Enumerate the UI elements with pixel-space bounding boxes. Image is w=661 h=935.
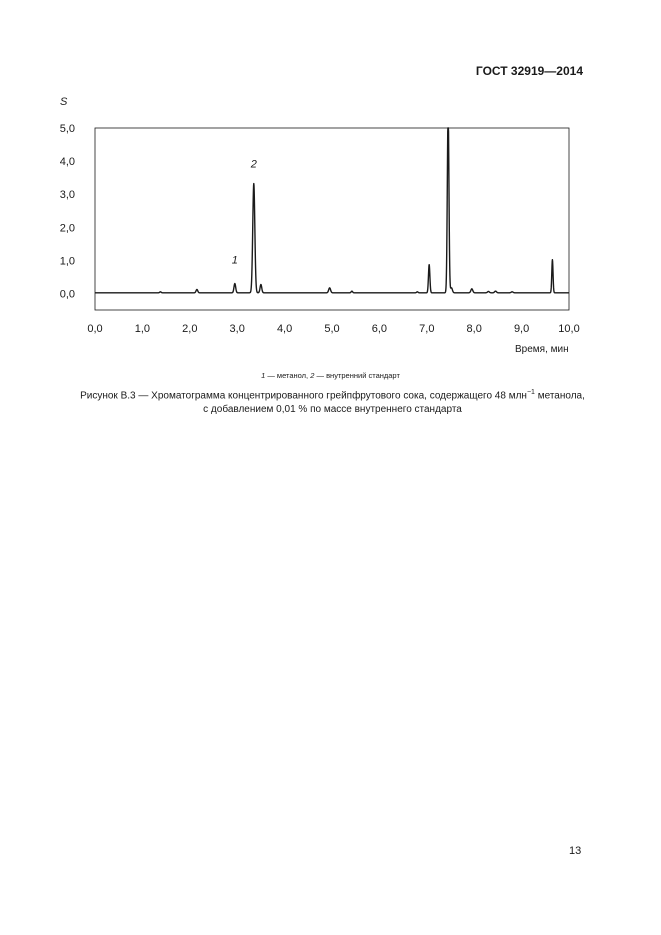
y-tick-label: 3,0 [60,189,75,201]
peak-annotation-1: 1 [232,255,238,267]
caption-line2: с добавлением 0,01 % по массе внутреннег… [203,404,462,416]
document-standard-header: ГОСТ 32919—2014 [475,64,583,78]
peak-annotation-2: 2 [250,159,257,171]
legend-text-1: — метанол, [265,371,311,380]
legend-number-1: 1 [261,371,266,380]
caption-line1-prefix: Рисунок В.3 — Хроматограмма концентриров… [80,390,527,402]
x-axis-label: Время, мин [515,344,569,355]
y-axis-label: S [60,96,68,108]
x-tick-label: 1,0 [135,323,150,335]
x-tick-label: 3,0 [230,323,245,335]
y-tick-label: 1,0 [60,255,75,267]
x-tick-label: 9,0 [514,323,529,335]
x-tick-label: 10,0 [558,323,579,335]
legend-text-2: — внутренний стандарт [314,371,400,380]
caption-superscript: −1 [526,389,535,396]
caption-line1-suffix: метанола, [534,390,585,402]
y-tick-label: 2,0 [60,222,75,234]
x-tick-label: 5,0 [324,323,339,335]
x-tick-label: 0,0 [87,323,102,335]
x-tick-label: 7,0 [419,323,434,335]
page-number: 13 [569,845,582,857]
legend-number-2: 2 [310,371,315,380]
chromatogram-trace [94,127,570,294]
y-tick-label: 5,0 [60,123,75,135]
figure-caption: Рисунок В.3 — Хроматограмма концентриров… [60,386,605,417]
x-tick-label: 8,0 [467,323,482,335]
x-tick-label: 4,0 [277,323,292,335]
x-tick-label: 2,0 [182,323,197,335]
legend-note: 1 — метанол, 2 — внутренний стандарт [0,371,661,380]
plot-frame [94,127,570,311]
y-tick-label: 4,0 [60,156,75,168]
x-tick-label: 6,0 [372,323,387,335]
y-tick-label: 0,0 [60,288,75,300]
